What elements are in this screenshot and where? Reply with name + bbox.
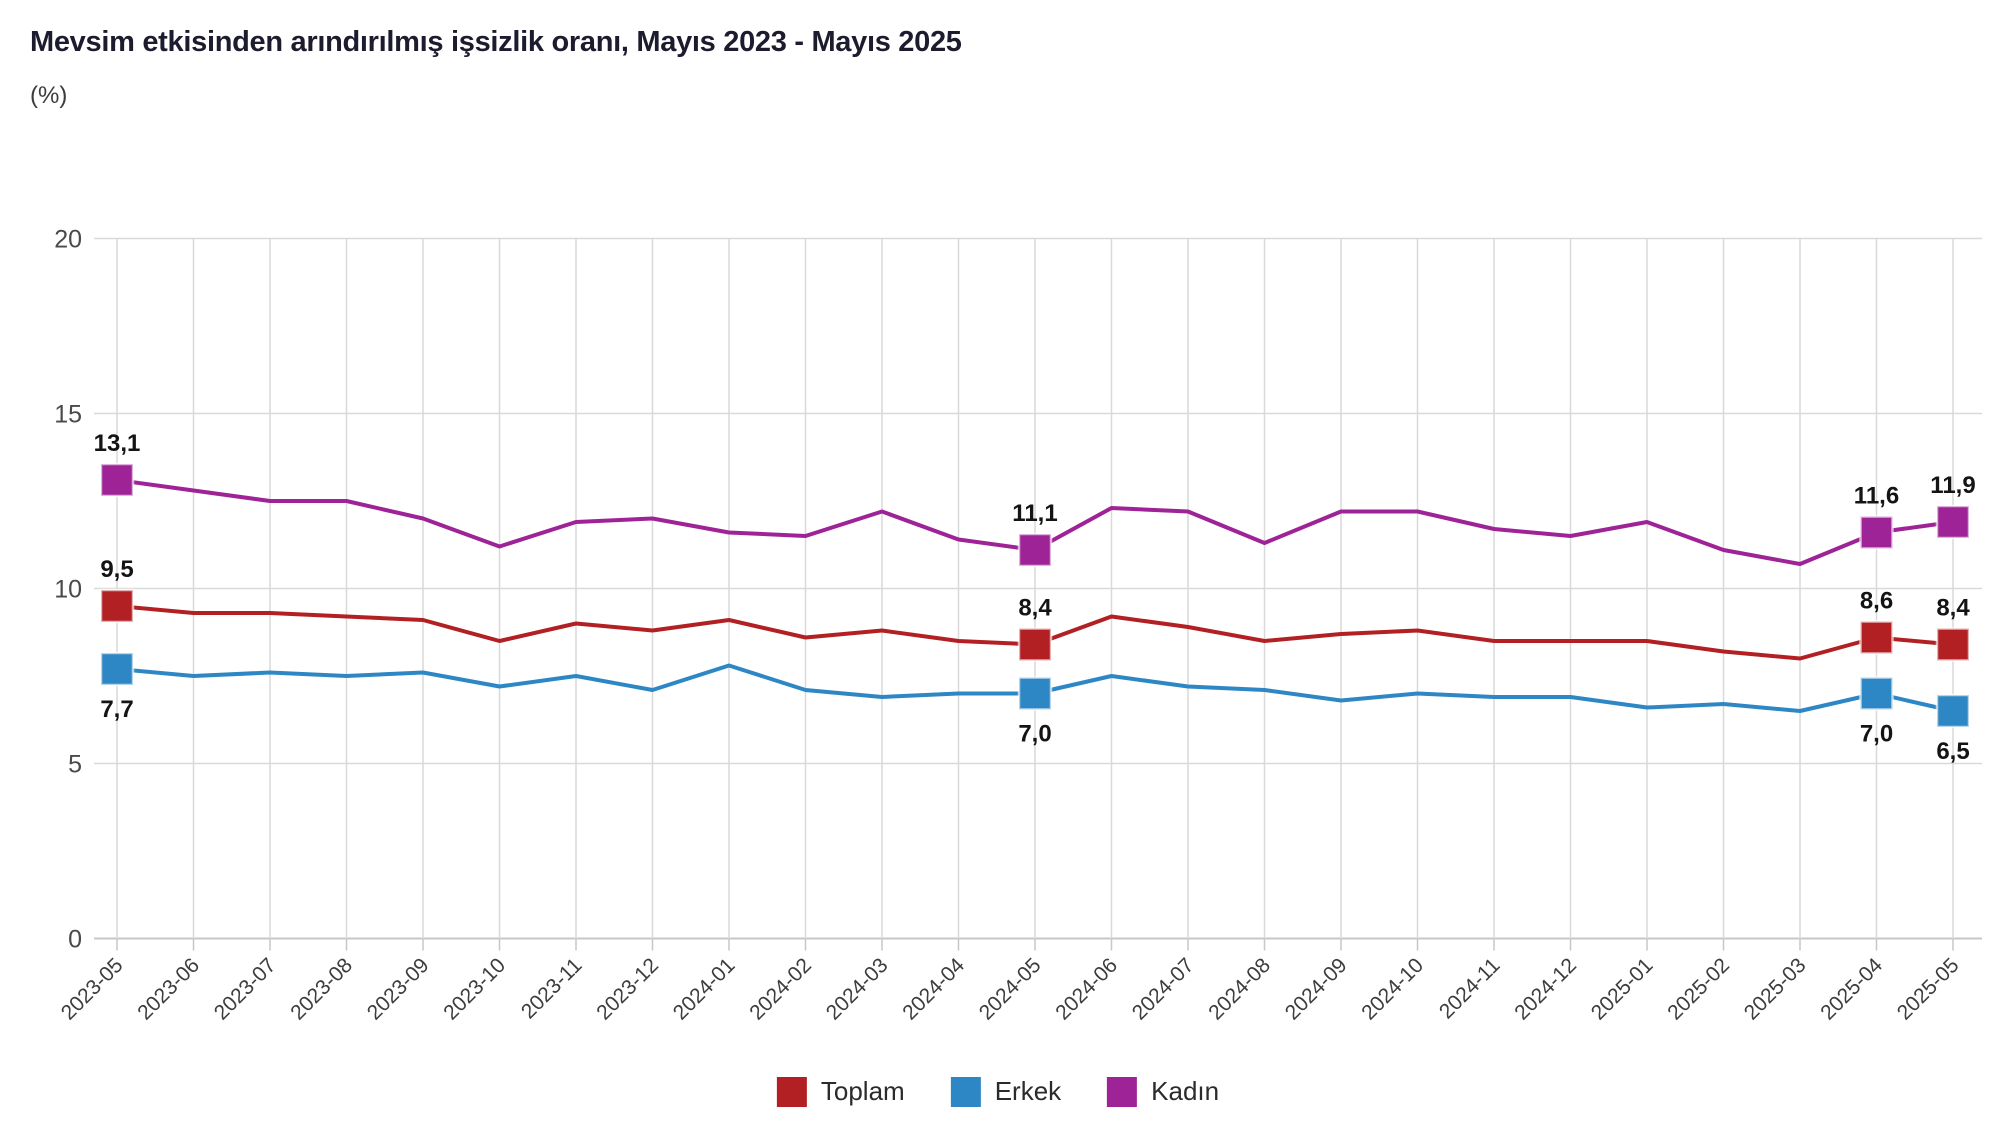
data-label: 8,4 — [1936, 595, 1970, 622]
x-axis-tick-label: 2024-06 — [1051, 954, 1122, 1025]
marker-kadın — [1935, 504, 1971, 540]
marker-erkek — [1017, 676, 1053, 711]
x-axis-tick-label: 2023-06 — [133, 954, 204, 1025]
x-axis-tick-label: 2024-02 — [745, 954, 816, 1025]
x-axis-tick-label: 2024-07 — [1128, 954, 1199, 1025]
data-label: 11,9 — [1930, 472, 1975, 499]
data-label: 13,1 — [94, 430, 141, 457]
x-axis-tick-label: 2024-03 — [822, 954, 893, 1025]
x-axis-tick-label: 2024-01 — [669, 954, 740, 1025]
y-axis-tick-label: 15 — [54, 401, 82, 429]
x-axis-tick-label: 2024-08 — [1204, 954, 1275, 1025]
legend-label: Kadın — [1151, 1076, 1220, 1106]
marker-kadın — [1017, 532, 1053, 568]
marker-toplam — [1017, 627, 1053, 662]
data-label: 8,6 — [1860, 588, 1893, 615]
x-axis-tick-label: 2023-12 — [592, 954, 663, 1025]
x-axis-tick-label: 2024-04 — [898, 954, 969, 1025]
data-label: 7,7 — [100, 696, 133, 723]
y-axis-tick-label: 0 — [68, 926, 82, 954]
legend-item-kadin[interactable]: Kadın — [1107, 1076, 1219, 1107]
x-axis-tick-label: 2023-08 — [286, 954, 357, 1025]
x-axis-tick-label: 2023-11 — [517, 954, 587, 1024]
x-axis-tick-label: 2023-09 — [363, 954, 434, 1025]
data-label: 11,1 — [1012, 500, 1057, 527]
x-axis-tick-label: 2023-07 — [210, 954, 281, 1025]
legend-label: Toplam — [820, 1076, 905, 1106]
marker-erkek — [1859, 676, 1894, 711]
marker-erkek — [1935, 693, 1971, 729]
x-axis-tick-label: 2024-10 — [1357, 954, 1428, 1025]
marker-erkek — [99, 651, 135, 687]
x-axis-tick-label: 2025-04 — [1816, 954, 1887, 1025]
legend-swatch — [776, 1076, 807, 1107]
y-axis-tick-label: 20 — [54, 226, 82, 254]
x-axis-tick-label: 2025-03 — [1740, 954, 1811, 1025]
marker-toplam — [1859, 620, 1894, 655]
x-axis-tick-label: 2025-01 — [1587, 954, 1658, 1025]
x-axis-tick-label: 2023-10 — [439, 954, 510, 1025]
x-axis-tick-label: 2024-05 — [975, 954, 1046, 1025]
marker-kadın — [99, 462, 135, 498]
x-axis-tick-label: 2025-02 — [1663, 954, 1734, 1025]
legend-swatch — [1107, 1076, 1138, 1107]
legend-item-erkek[interactable]: Erkek — [950, 1076, 1062, 1107]
marker-kadın — [1859, 515, 1894, 550]
x-axis-tick-label: 2023-05 — [57, 954, 128, 1025]
data-label: 7,0 — [1018, 721, 1051, 748]
legend: Toplam Erkek Kadın — [776, 1076, 1219, 1107]
x-axis-tick-label: 2024-09 — [1281, 954, 1352, 1025]
y-axis-tick-label: 5 — [68, 751, 82, 779]
chart-subtitle-unit: (%) — [30, 82, 68, 109]
legend-swatch — [950, 1076, 981, 1107]
chart-title: Mevsim etkisinden arındırılmış işsizlik … — [30, 26, 962, 58]
data-label: 8,4 — [1018, 595, 1052, 622]
data-label: 6,5 — [1936, 738, 1969, 765]
marker-toplam — [99, 588, 135, 624]
legend-item-toplam[interactable]: Toplam — [776, 1076, 905, 1107]
marker-toplam — [1935, 627, 1971, 662]
data-label: 11,6 — [1854, 483, 1899, 510]
data-label: 7,0 — [1860, 721, 1893, 748]
data-label: 9,5 — [100, 556, 133, 583]
x-axis-tick-label: 2024-11 — [1435, 954, 1505, 1024]
x-axis-tick-label: 2024-12 — [1510, 954, 1581, 1025]
x-axis-tick-label: 2025-05 — [1893, 954, 1964, 1025]
legend-label: Erkek — [994, 1076, 1062, 1106]
y-axis-tick-label: 10 — [54, 576, 82, 604]
